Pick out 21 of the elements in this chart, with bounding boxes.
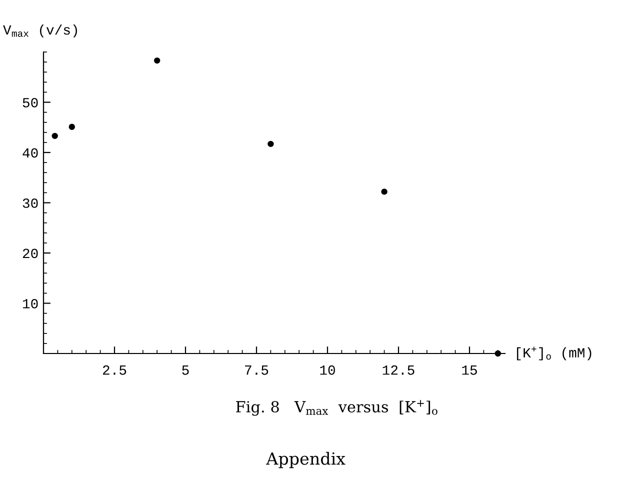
x-tick-label: 10 bbox=[320, 365, 335, 375]
x-tick-label: 7.5 bbox=[245, 366, 268, 375]
y-tick-label: 40 bbox=[22, 148, 38, 158]
y-tick-label: 50 bbox=[22, 98, 38, 108]
y-tick-label: 10 bbox=[22, 298, 38, 308]
text: Appendix bbox=[266, 452, 346, 468]
x-tick-label: 15 bbox=[462, 366, 477, 375]
point bbox=[52, 132, 58, 140]
point bbox=[381, 188, 388, 195]
point bbox=[154, 57, 160, 64]
x-tick-label: 12.5 bbox=[382, 365, 414, 375]
point bbox=[268, 140, 274, 148]
x-axis-title: [K$^{+}$]$_{o}$ (mM) bbox=[517, 346, 592, 360]
x-tick-label: 5 bbox=[182, 366, 189, 375]
point bbox=[68, 124, 75, 130]
y-tick-label: 20 bbox=[22, 248, 38, 258]
point bbox=[494, 350, 501, 357]
y-tick-label: 30 bbox=[22, 198, 38, 208]
y-axis-title: V$_{max}$ (v/s) bbox=[3, 24, 78, 38]
caption: Fig. 8 V$_{max}$ versus [K$^{+}$]$_{o}$ bbox=[236, 400, 438, 416]
x-tick-label: 2.5 bbox=[102, 365, 126, 375]
